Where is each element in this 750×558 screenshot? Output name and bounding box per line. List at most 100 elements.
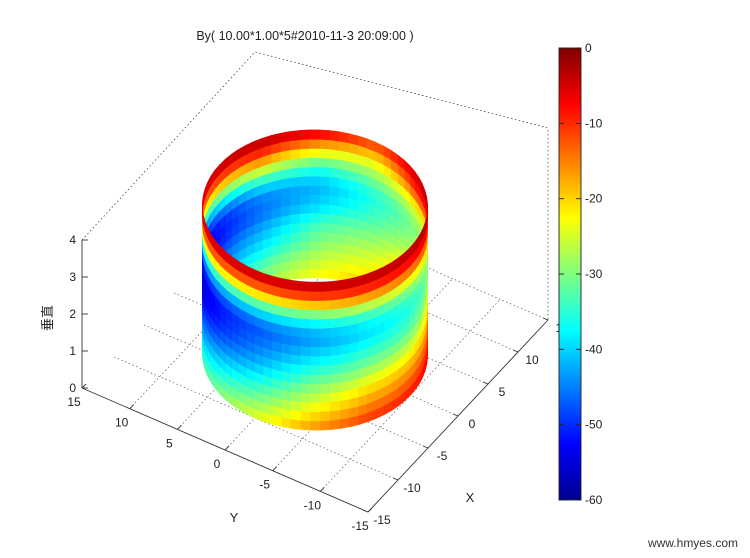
surface-patch: [300, 336, 312, 348]
z-tick-label: 3: [69, 270, 76, 284]
cylinder-front-wall: [202, 203, 428, 431]
surface-patch: [290, 381, 302, 393]
y-tick-label: 0: [214, 457, 221, 471]
x-tick-mark: [542, 317, 549, 321]
surface-patch: [289, 222, 301, 234]
surface-patch: [290, 335, 302, 347]
surface-patch: [309, 175, 320, 186]
surface-patch: [329, 409, 341, 421]
x-tick-label: 10: [525, 353, 539, 367]
surface-patch: [320, 327, 331, 338]
surface-patch: [309, 185, 320, 196]
surface-patch: [300, 419, 312, 431]
surface-patch: [329, 381, 341, 393]
surface-patch: [329, 326, 341, 338]
surface-patch: [310, 337, 321, 348]
surface-patch: [309, 268, 320, 279]
surface-patch: [318, 148, 330, 159]
surface-patch: [300, 308, 312, 320]
surface-patch: [328, 241, 340, 253]
y-tick-label: 10: [115, 416, 129, 430]
surface-patch: [310, 327, 321, 338]
chart-title: By( 10.00*1.00*5#2010-11-3 20:09:00 ): [196, 29, 413, 43]
surface-patch: [329, 391, 341, 403]
surface-patch: [299, 212, 310, 224]
surface-patch: [281, 278, 292, 290]
surface-patch: [329, 418, 341, 430]
surface-patch: [318, 194, 330, 205]
surface-patch: [320, 299, 331, 311]
surface-patch: [289, 185, 301, 197]
surface-patch: [328, 194, 340, 207]
surface-patch: [328, 268, 340, 281]
surface-patch: [328, 204, 340, 216]
surface-patch: [320, 318, 331, 329]
surface-patch: [309, 166, 320, 177]
x-tick-label: -5: [437, 449, 448, 463]
surface-patch: [309, 249, 320, 260]
surface-patch: [310, 401, 321, 412]
surface-patch: [299, 203, 310, 215]
cylinder-back-wall: [202, 129, 428, 357]
surface-patch: [289, 167, 301, 179]
colorbar-tick-label: -20: [585, 192, 603, 206]
surface-patch: [309, 129, 320, 140]
surface-patch: [290, 409, 302, 421]
surface-patch: [299, 166, 310, 178]
surface-patch: [289, 213, 301, 225]
surface-patch: [290, 418, 302, 430]
x-tick-label: -15: [373, 513, 391, 527]
surface-patch: [309, 148, 320, 159]
surface-patch: [299, 175, 310, 187]
surface-patch: [329, 354, 341, 366]
surface-patch: [310, 411, 321, 422]
x-tick-label: 5: [499, 385, 506, 399]
surface-patch: [289, 194, 301, 206]
surface-patch: [347, 133, 358, 146]
surface-patch: [290, 326, 302, 338]
y-tick-label: 15: [67, 395, 81, 409]
y-tick-label: 5: [166, 436, 173, 450]
surface-patch: [300, 345, 312, 357]
colorbar-tick-label: -40: [585, 342, 603, 356]
surface-patch: [309, 231, 320, 242]
surface-patch: [328, 157, 340, 170]
y-axis-label: Y: [230, 510, 239, 525]
surface-patch: [328, 250, 340, 262]
surface-patch: [318, 203, 330, 215]
y-tick-label: -5: [259, 478, 270, 492]
surface-patch: [310, 420, 321, 431]
surface-patch: [290, 316, 302, 329]
surface-patch: [309, 240, 320, 251]
surface-patch: [320, 364, 331, 375]
surface-patch: [290, 390, 302, 403]
surface-patch: [300, 401, 312, 412]
surface-patch: [320, 345, 331, 357]
surface-patch: [328, 222, 340, 234]
surface-patch: [290, 363, 302, 375]
surface-patch: [309, 157, 320, 168]
surface-patch: [374, 141, 384, 156]
surface-patch: [289, 176, 301, 188]
surface-patch: [329, 280, 341, 292]
surface-patch: [310, 318, 321, 329]
surface-patch: [300, 327, 312, 338]
surface-patch: [299, 231, 310, 242]
surface-patch: [300, 281, 312, 292]
surface-patch: [290, 344, 302, 356]
surface-patch: [290, 307, 302, 319]
surface-patch: [300, 382, 312, 394]
surface-patch: [318, 268, 330, 279]
surface-patch: [300, 299, 312, 311]
colorbar-tick-label: -50: [585, 418, 603, 432]
colorbar-ticks: 0 -10 -20 -30 -40 -50 -60: [559, 41, 603, 507]
surface-patch: [289, 231, 301, 243]
z-axis-label: 垂直: [40, 305, 55, 331]
y-tick-mark: [224, 445, 230, 451]
surface-patch: [290, 289, 302, 301]
surface-patch: [310, 364, 321, 375]
surface-patch: [320, 308, 331, 320]
z-ticks: 0 1 2 3 4: [69, 233, 88, 395]
surface-patch: [290, 279, 302, 292]
